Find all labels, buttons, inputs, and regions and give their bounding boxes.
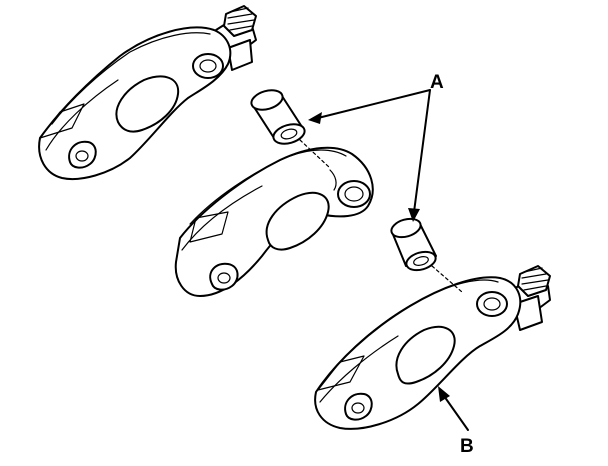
leader-a-upper — [317, 89, 431, 119]
rocker-arm-lower — [314, 265, 551, 430]
arrowhead-a-lower — [408, 208, 420, 222]
rocker-arm-middle — [174, 146, 374, 297]
rocker-arm-upper — [38, 5, 257, 180]
roller-pin-lower — [390, 217, 463, 293]
callout-label-b: B — [460, 436, 474, 457]
arrowhead-a-upper — [308, 112, 322, 124]
leader-b — [443, 395, 469, 431]
leader-a-lower — [413, 89, 431, 213]
leader-lines — [308, 89, 469, 431]
arrowhead-b — [438, 386, 450, 402]
callout-label-a: A — [430, 72, 444, 93]
roller-pin-upper — [250, 89, 331, 169]
